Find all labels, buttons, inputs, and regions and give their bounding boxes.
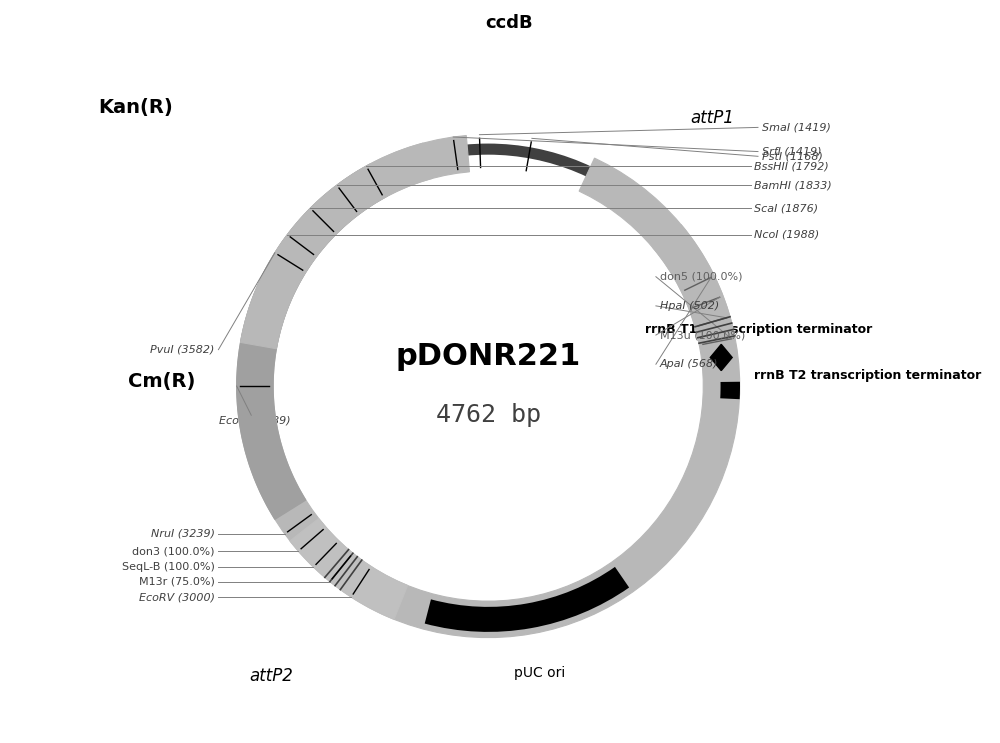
- Text: EcoRI (2289): EcoRI (2289): [219, 415, 291, 425]
- Text: M13u (100.0%): M13u (100.0%): [660, 330, 745, 340]
- Polygon shape: [653, 224, 734, 341]
- Text: don3 (100.0%): don3 (100.0%): [132, 546, 215, 556]
- Text: don5 (100.0%): don5 (100.0%): [660, 272, 742, 282]
- Text: Kan(R): Kan(R): [99, 98, 173, 117]
- Text: SeqL-B (100.0%): SeqL-B (100.0%): [122, 562, 215, 572]
- Text: SrfI (1419): SrfI (1419): [762, 146, 821, 157]
- Text: NruI (3239): NruI (3239): [151, 529, 215, 539]
- Text: 4762 bp: 4762 bp: [436, 403, 541, 427]
- Text: pUC ori: pUC ori: [514, 666, 566, 681]
- Text: attP1: attP1: [690, 109, 734, 127]
- Text: Cm(R): Cm(R): [128, 372, 195, 391]
- Text: HpaI (502): HpaI (502): [660, 301, 719, 311]
- Text: NcoI (1988): NcoI (1988): [754, 230, 820, 240]
- Text: rrnB T1 transcription terminator: rrnB T1 transcription terminator: [645, 323, 872, 337]
- Text: EcoRV (3000): EcoRV (3000): [139, 592, 215, 602]
- Polygon shape: [710, 344, 732, 371]
- Text: PvuI (3582): PvuI (3582): [150, 345, 215, 354]
- Polygon shape: [237, 164, 387, 519]
- Text: pDONR221: pDONR221: [396, 343, 581, 372]
- Polygon shape: [237, 135, 740, 637]
- Polygon shape: [290, 519, 408, 620]
- Text: PstI (1168): PstI (1168): [762, 152, 823, 161]
- Text: ScaI (1876): ScaI (1876): [754, 204, 818, 213]
- Text: ccdB: ccdB: [486, 14, 533, 32]
- Text: BamHI (1833): BamHI (1833): [754, 181, 832, 190]
- Text: attP2: attP2: [250, 666, 294, 684]
- Text: rrnB T2 transcription terminator: rrnB T2 transcription terminator: [754, 369, 981, 382]
- Text: M13r (75.0%): M13r (75.0%): [139, 577, 215, 586]
- Text: BssHII (1792): BssHII (1792): [754, 161, 829, 171]
- Text: SmaI (1419): SmaI (1419): [762, 123, 831, 132]
- Polygon shape: [240, 143, 433, 348]
- Text: ApaI (568): ApaI (568): [660, 359, 718, 369]
